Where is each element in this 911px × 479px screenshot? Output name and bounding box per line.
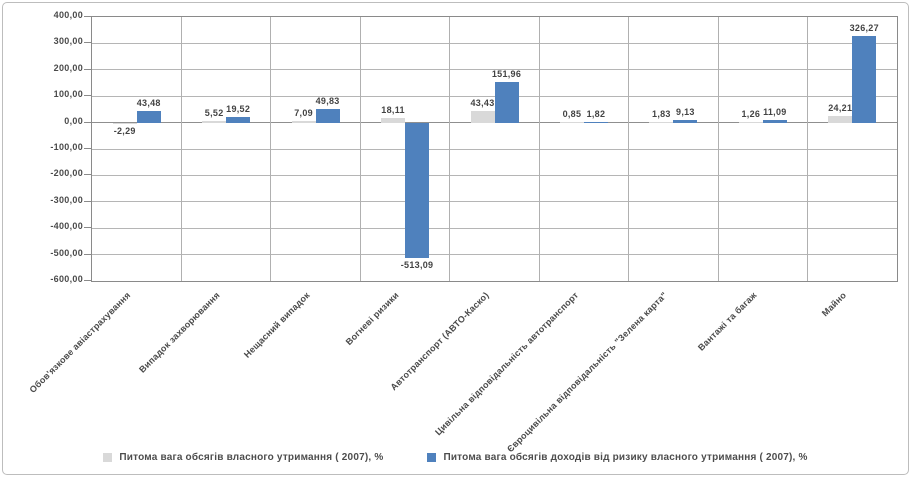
x-axis-category-label: Автотранспорт (АВТО-Каско) — [388, 290, 491, 393]
y-axis-tick-mark — [84, 68, 91, 70]
v-gridline — [628, 17, 630, 281]
data-label-series-1: 1,83 — [652, 108, 671, 119]
bar-series-1 — [649, 121, 674, 123]
y-axis-tick-label: -400,00 — [50, 221, 83, 232]
legend-swatch-series-2 — [427, 452, 437, 462]
x-axis-category-label: Вогневі ризики — [344, 290, 402, 347]
y-axis-tick-mark — [84, 280, 91, 281]
bar-series-1 — [202, 121, 227, 123]
y-axis-tick-label: 200,00 — [53, 62, 83, 73]
legend-swatch-series-1 — [103, 452, 113, 462]
x-axis-category-label: Випадок захворювання — [137, 290, 223, 375]
data-label-series-1: 24,21 — [828, 103, 853, 114]
data-label-series-1: 7,09 — [294, 107, 313, 118]
y-axis-tick-mark — [84, 253, 91, 255]
bar-series-2 — [673, 120, 698, 123]
y-axis-tick-mark — [84, 95, 91, 97]
data-label-series-2: 326,27 — [849, 23, 879, 34]
bar-series-1 — [738, 121, 763, 123]
h-gridline — [92, 122, 897, 124]
y-axis-tick-label: 100,00 — [53, 89, 83, 100]
v-gridline — [807, 17, 809, 281]
y-axis-tick-label: -600,00 — [50, 274, 83, 284]
bar-series-1 — [291, 120, 316, 123]
h-gridline — [92, 254, 897, 256]
x-axis-category-label: Цивільна відповідальність автотранспорт — [432, 290, 581, 438]
data-label-series-2: 1,82 — [586, 108, 606, 119]
bar-series-2 — [315, 109, 340, 123]
y-axis-tick-mark — [84, 121, 91, 123]
bar-series-1 — [828, 116, 853, 123]
v-gridline — [270, 17, 272, 281]
h-gridline — [92, 201, 897, 203]
bar-series-2 — [494, 82, 519, 123]
data-label-series-1: 5,52 — [204, 108, 224, 119]
bar-series-1 — [112, 122, 137, 124]
y-axis-tick-label: -100,00 — [50, 142, 83, 152]
legend-label: Питома вага обсягів власного утримання (… — [119, 451, 384, 463]
data-label-series-1: 1,26 — [741, 108, 761, 119]
x-axis-category-label: Вантажі та багаж — [696, 290, 759, 353]
legend-item: Питома вага обсягів доходів від ризику в… — [427, 452, 807, 463]
bar-series-2 — [405, 122, 430, 259]
v-gridline — [449, 17, 451, 281]
legend-item: Питома вага обсягів власного утримання (… — [103, 452, 383, 463]
data-label-series-2: 9,13 — [676, 107, 695, 118]
bar-series-1 — [559, 121, 584, 123]
y-axis-tick-mark — [84, 174, 91, 176]
bar-series-1 — [470, 111, 495, 123]
h-gridline — [92, 69, 897, 71]
bar-series-2 — [762, 119, 787, 123]
y-axis-tick-label: -200,00 — [50, 168, 83, 179]
data-label-series-1: 0,85 — [562, 108, 582, 119]
bar-series-2 — [583, 121, 608, 123]
v-gridline — [359, 17, 361, 281]
bar-series-2 — [136, 111, 161, 123]
data-label-series-1: -2,29 — [113, 125, 136, 136]
h-gridline — [92, 148, 897, 150]
bar-series-1 — [381, 117, 406, 123]
y-axis-tick-mark — [84, 227, 91, 229]
h-gridline — [92, 174, 897, 176]
y-axis-tick-label: -300,00 — [50, 194, 83, 205]
data-label-series-2: 19,52 — [226, 104, 251, 115]
legend: Питома вага обсягів власного утримання (… — [13, 447, 898, 467]
data-label-series-2: -513,09 — [400, 260, 434, 271]
v-gridline — [180, 17, 182, 281]
v-gridline — [538, 17, 540, 281]
x-axis-category-label: Євроцивільна відповідальність "Зелена ка… — [505, 290, 670, 455]
y-axis-tick-mark — [84, 16, 91, 17]
data-label-series-2: 49,83 — [315, 96, 340, 107]
data-label-series-2: 43,48 — [136, 98, 161, 109]
y-axis-tick-mark — [84, 42, 91, 44]
bar-series-2 — [852, 36, 877, 123]
v-gridline — [717, 17, 719, 281]
data-label-series-1: 43,43 — [470, 98, 495, 109]
data-label-series-1: 18,11 — [381, 104, 405, 115]
y-axis-tick-label: 400,00 — [53, 10, 83, 20]
data-label-series-2: 151,96 — [491, 69, 522, 80]
y-axis-tick-label: 0,00 — [64, 115, 83, 126]
bar-series-2 — [226, 117, 251, 123]
x-axis-category-label: Майно — [820, 290, 849, 319]
y-axis-tick-mark — [84, 148, 91, 149]
y-axis-tick-label: -500,00 — [50, 247, 83, 258]
y-axis-tick-label: 300,00 — [53, 36, 83, 47]
y-axis-tick-mark — [84, 200, 91, 202]
data-label-series-2: 11,09 — [763, 106, 787, 117]
h-gridline — [92, 42, 897, 44]
plot-area: -2,29 5,52 7,09 18,11 43,43 0,85 1,83 1,26 24,21… — [91, 16, 898, 282]
legend-label: Питома вага обсягів доходів від ризику в… — [443, 451, 808, 463]
x-axis-category-label: Обов'язкове авіастрахування — [27, 290, 133, 395]
x-axis-category-label: Нещасний випадок — [241, 290, 312, 360]
h-gridline — [92, 227, 897, 229]
